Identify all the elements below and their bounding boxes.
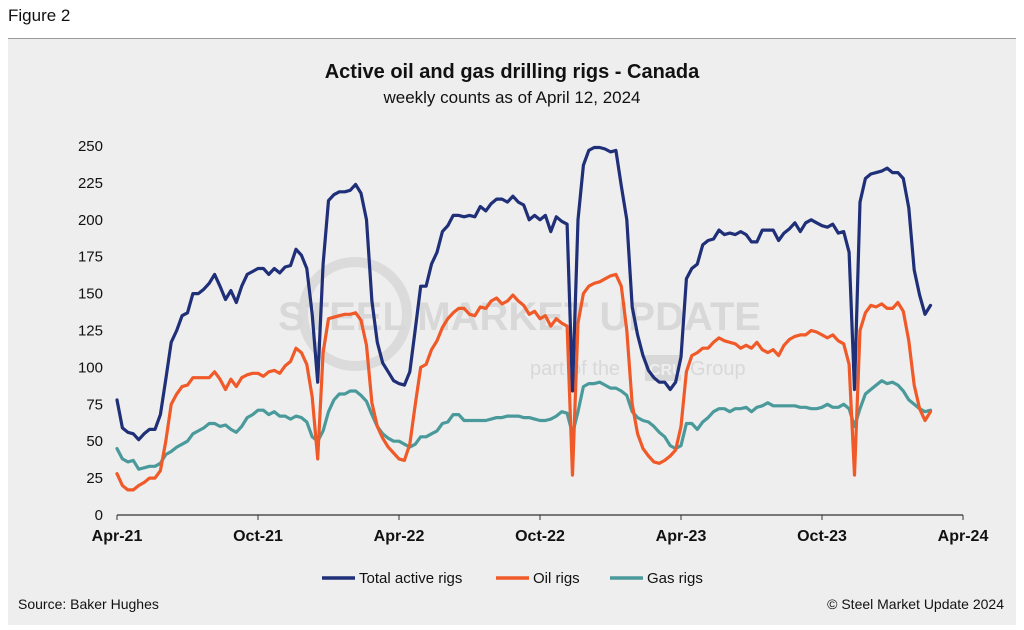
legend-label: Total active rigs — [359, 570, 462, 587]
x-tick-label: Apr-22 — [374, 528, 425, 545]
copyright-note: © Steel Market Update 2024 — [827, 596, 1004, 612]
legend-label: Oil rigs — [533, 570, 580, 587]
series-line-gas-rigs — [115, 379, 933, 471]
figure-label: Figure 2 — [8, 6, 71, 25]
y-tick-label: 125 — [78, 323, 103, 340]
source-note: Source: Baker Hughes — [18, 596, 159, 612]
y-tick-label: 50 — [86, 433, 103, 450]
y-tick-label: 225 — [78, 175, 103, 192]
chart-subtitle: weekly counts as of April 12, 2024 — [383, 88, 641, 107]
x-tick-label: Oct-21 — [233, 528, 283, 545]
y-tick-label: 0 — [95, 507, 103, 524]
x-tick-label: Oct-22 — [515, 528, 565, 545]
x-tick-label: Apr-24 — [938, 528, 989, 545]
legend-label: Gas rigs — [647, 570, 703, 587]
x-tick-label: Apr-21 — [92, 528, 143, 545]
x-tick-label: Oct-23 — [797, 528, 847, 545]
y-tick-label: 175 — [78, 249, 103, 266]
y-tick-label: 250 — [78, 138, 103, 155]
y-tick-label: 75 — [86, 396, 103, 413]
y-tick-label: 150 — [78, 286, 103, 303]
watermark-group: Group — [690, 358, 746, 380]
y-tick-label: 200 — [78, 212, 103, 229]
series-line-total-active-rigs — [115, 145, 933, 442]
watermark: STEEL MARKET UPDATE part of the CRU Grou… — [278, 257, 761, 381]
x-tick-label: Apr-23 — [656, 528, 707, 545]
watermark-cru-box — [645, 355, 681, 381]
series-line-oil-rigs — [115, 272, 933, 492]
watermark-logo-ring — [298, 257, 412, 371]
watermark-cru-logo: CRU — [649, 362, 684, 379]
y-tick-label: 100 — [78, 359, 103, 376]
chart-title: Active oil and gas drilling rigs - Canad… — [324, 61, 700, 83]
y-tick-label: 25 — [86, 470, 103, 487]
